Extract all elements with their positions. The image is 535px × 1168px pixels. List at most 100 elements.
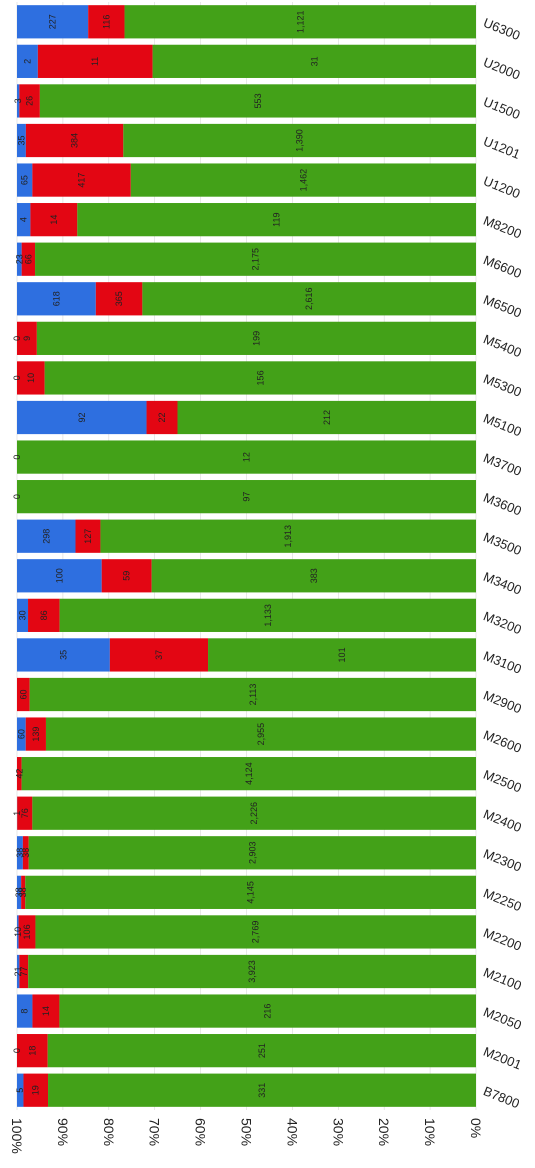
data-label: 0	[12, 494, 22, 499]
data-label: 2,903	[247, 842, 257, 865]
data-label: 1,121	[295, 11, 305, 34]
data-label: 92	[77, 412, 87, 422]
tick-label: 40%	[284, 1118, 300, 1146]
data-label: 553	[253, 93, 263, 108]
data-label: 76	[20, 808, 30, 818]
data-label: 26	[25, 96, 35, 106]
tick-label: 30%	[330, 1118, 346, 1146]
data-label: 18	[27, 1046, 37, 1056]
category-label: M2900	[481, 688, 523, 717]
data-label: 1,133	[263, 604, 273, 627]
data-label: 14	[41, 1006, 51, 1016]
category-label: M3500	[481, 529, 523, 558]
data-label: 116	[101, 15, 111, 29]
data-label: 212	[322, 410, 332, 425]
data-label: 77	[19, 966, 29, 976]
category-label: M6600	[481, 252, 523, 281]
data-label: 4,145	[246, 881, 256, 904]
data-label: 2,175	[251, 248, 261, 271]
data-label: 1,913	[283, 525, 293, 548]
data-label: 30	[18, 610, 28, 620]
tick-label: 90%	[55, 1118, 71, 1146]
category-label: M5400	[481, 331, 523, 360]
tick-label: 0%	[468, 1118, 484, 1138]
tick-label: 100%	[9, 1118, 25, 1154]
data-label: 1,462	[298, 169, 308, 192]
category-label: U6300	[481, 15, 522, 43]
data-label: 66	[23, 254, 33, 264]
category-label: M5300	[481, 371, 523, 400]
data-label: 106	[22, 924, 32, 939]
category-label: U1200	[481, 173, 522, 201]
tick-label: 80%	[101, 1118, 117, 1146]
category-label: M2250	[481, 885, 523, 914]
data-label: 0	[12, 455, 22, 460]
data-label: 65	[20, 175, 30, 185]
category-label: M2300	[481, 846, 523, 875]
category-label: M6500	[481, 292, 523, 321]
tick-label: 70%	[147, 1118, 163, 1146]
data-label: 365	[114, 291, 124, 306]
data-label: 417	[77, 173, 87, 188]
data-label: 31	[309, 56, 319, 66]
data-label: 60	[18, 689, 28, 699]
data-label: 9	[22, 336, 32, 341]
data-label: 5	[15, 1088, 25, 1093]
data-label: 11	[90, 57, 100, 66]
category-label: M3400	[481, 569, 523, 598]
data-label: 0	[12, 336, 22, 341]
data-label: 42	[14, 769, 24, 779]
tick-label: 20%	[376, 1118, 392, 1146]
data-label: 251	[257, 1043, 267, 1058]
category-label: M8200	[481, 213, 523, 242]
category-label: M2001	[481, 1044, 523, 1073]
category-label: U1500	[481, 94, 522, 122]
data-label: 59	[122, 571, 132, 581]
data-label: 4,124	[244, 762, 254, 785]
data-label: 37	[154, 650, 164, 660]
category-label: M2400	[481, 806, 523, 835]
data-label: 2,226	[249, 802, 259, 825]
data-label: 298	[41, 529, 51, 544]
tick-label: 50%	[239, 1118, 255, 1146]
category-label: U2000	[481, 54, 522, 82]
category-label: M2500	[481, 767, 523, 796]
data-label: 35	[58, 650, 68, 660]
category-label: M2600	[481, 727, 523, 756]
data-label: 2,769	[251, 921, 261, 944]
category-label: M3100	[481, 648, 523, 677]
data-label: 3	[13, 98, 23, 103]
data-label: 199	[251, 331, 261, 346]
data-label: 4	[19, 217, 29, 222]
category-label: U1201	[481, 134, 522, 162]
category-label: M2100	[481, 965, 523, 994]
category-label: M3700	[481, 450, 523, 479]
data-label: 119	[272, 212, 282, 226]
tick-label: 60%	[193, 1118, 209, 1146]
data-label: 0	[12, 1048, 22, 1053]
data-label: 0	[12, 375, 22, 380]
data-label: 156	[255, 370, 265, 385]
data-label: 38	[21, 848, 31, 858]
category-label: M2050	[481, 1004, 523, 1033]
data-label: 10	[26, 373, 36, 383]
data-label: 331	[257, 1083, 267, 1098]
data-label: 22	[157, 412, 167, 422]
data-label: 38	[18, 887, 28, 897]
data-label: 19	[31, 1085, 41, 1095]
data-label: 2,113	[248, 684, 258, 706]
data-label: 14	[49, 215, 59, 225]
category-label: M3200	[481, 608, 523, 637]
data-label: 8	[20, 1009, 30, 1014]
data-label: 3,923	[247, 960, 257, 983]
data-label: 100	[54, 568, 64, 583]
data-label: 216	[263, 1004, 273, 1019]
data-label: 227	[48, 14, 58, 29]
data-label: 86	[39, 610, 49, 620]
category-label: M3600	[481, 490, 523, 519]
data-label: 60	[16, 729, 26, 739]
data-label: 2,955	[256, 723, 266, 746]
data-label: 139	[31, 727, 41, 742]
